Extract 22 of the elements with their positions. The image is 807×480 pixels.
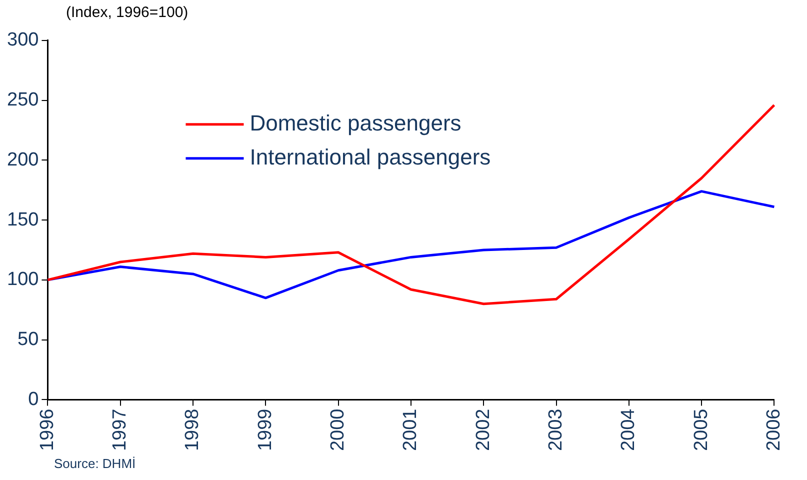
y-tick-label: 200 (7, 149, 39, 170)
source-note: Source: DHMİ (54, 456, 136, 471)
x-tick-label: 1999 (254, 408, 276, 452)
legend-label: International passengers (250, 144, 491, 170)
y-tick-label: 250 (7, 90, 39, 111)
x-tick-label: 1998 (182, 408, 204, 452)
x-tick-label: 2006 (763, 408, 784, 452)
y-tick-label: 0 (28, 388, 39, 410)
y-tick-label: 100 (7, 269, 39, 290)
x-tick-label: 2002 (472, 408, 494, 452)
x-tick-label: 1996 (36, 408, 58, 452)
y-tick-label: 50 (18, 329, 39, 350)
y-axis-title: (Index, 1996=100) (66, 4, 188, 21)
x-tick-label: 2003 (545, 408, 566, 452)
x-tick-label: 2004 (618, 408, 640, 452)
x-tick-label: 1997 (110, 408, 131, 452)
legend-label: Domestic passengers (250, 110, 462, 136)
x-tick-label: 2005 (690, 408, 712, 452)
y-tick-label: 300 (7, 30, 39, 51)
x-tick-label: 2001 (400, 408, 422, 452)
x-tick-label: 2000 (328, 408, 349, 452)
y-tick-label: 150 (7, 209, 39, 230)
